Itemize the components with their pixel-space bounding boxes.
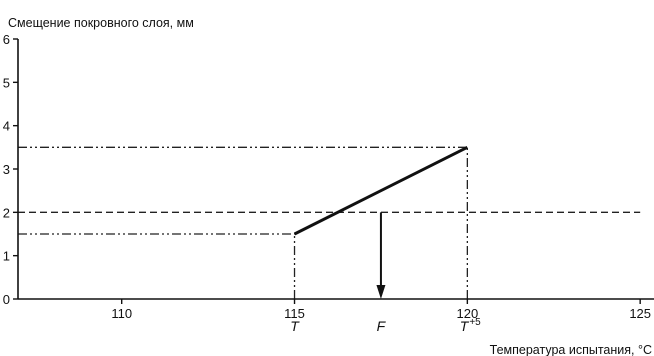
x-tick-label-110: 110 (111, 306, 132, 321)
annotation-t-plus5: T (460, 318, 470, 334)
x-tick-label-120: 120 (456, 306, 478, 321)
y-tick-label-2: 2 (3, 205, 10, 220)
annotations: T F T +5 (290, 317, 481, 334)
arrow-head (376, 285, 386, 299)
y-tick-label-5: 5 (3, 75, 10, 90)
axes: 0 1 2 3 4 5 6 110 115 120 125 (3, 32, 654, 321)
annotation-superscript: +5 (469, 317, 481, 328)
series (293, 145, 469, 299)
series-line-0 (293, 145, 469, 236)
annotation-t: T (290, 318, 300, 334)
annotation-f: F (377, 318, 387, 334)
y-tick-label-4: 4 (3, 119, 10, 134)
y-tick-label-0: 0 (3, 292, 10, 307)
y-tick-label-3: 3 (3, 162, 10, 177)
y-tick-label-6: 6 (3, 32, 10, 47)
y-tick-label-1: 1 (3, 249, 10, 264)
y-axis-label: Смещение покровного слоя, мм (8, 16, 194, 30)
reference-lines (18, 146, 641, 299)
x-tick-label-115: 115 (284, 306, 305, 321)
x-axis-label: Температура испытания, °С (490, 343, 652, 356)
x-tick-label-125: 125 (629, 306, 651, 321)
